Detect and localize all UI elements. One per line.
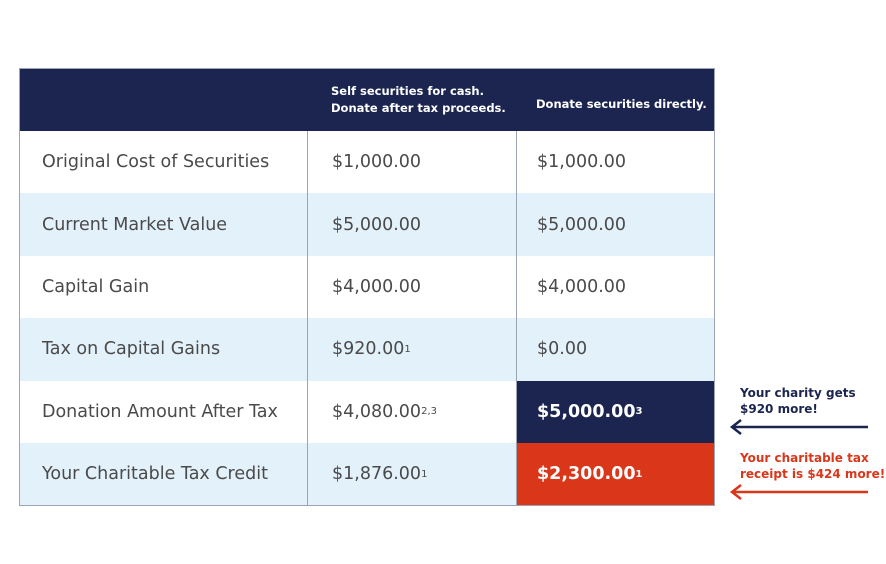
arrow — [729, 419, 868, 435]
table-row: Capital Gain $4,000.00 $4,000.00 — [20, 255, 714, 319]
value-text: $5,000.00 — [332, 214, 422, 235]
footnote-ref: 3 — [635, 406, 643, 418]
header-line: Self securities for cash. — [331, 84, 484, 98]
value-cell: $920.00 1 — [307, 318, 516, 381]
header-text: Self securities for cash. Donate after ta… — [331, 83, 506, 117]
annotation: Your charitable tax receipt is $424 more! — [740, 450, 885, 482]
value-text: $4,000.00 — [332, 276, 422, 297]
header-cell: Donate securities directly. — [516, 69, 714, 131]
annotation-line: $920 more! — [740, 402, 818, 416]
value-text: $0.00 — [537, 339, 588, 360]
comparison-table: Self securities for cash. Donate after ta… — [19, 68, 715, 507]
table-row: Your Charitable Tax Credit $1,876.00 1 $2,3… — [20, 442, 714, 506]
footnote-ref: 1 — [404, 343, 411, 355]
table-row: Original Cost of Securities $1,000.00 $1,0… — [20, 131, 714, 194]
value-text: $4,080.00 — [332, 401, 422, 422]
footnote-ref: 1 — [635, 468, 643, 480]
table-row: Current Market Value $5,000.00 $5,000.00 — [20, 193, 714, 256]
header-line: Donate after tax proceeds. — [331, 101, 506, 115]
value-cell: $4,000.00 — [516, 255, 714, 319]
value-text: $920.00 — [332, 339, 405, 360]
footnote-ref: 1 — [421, 468, 428, 480]
annotation-line: Your charitable tax — [740, 451, 869, 465]
row-label: Donation Amount After Tax — [42, 401, 278, 422]
footnote-ref: 2,3 — [421, 406, 437, 418]
value-cell: $0.00 — [516, 318, 714, 381]
value-text: $1,876.00 — [332, 464, 422, 485]
value-text: $5,000.00 — [537, 214, 627, 235]
row-label: Current Market Value — [42, 214, 228, 235]
value-text: $1,000.00 — [332, 152, 422, 173]
value-text: $2,300.00 — [537, 464, 636, 485]
value-text: $5,000.00 — [537, 401, 636, 422]
row-label: Your Charitable Tax Credit — [42, 464, 268, 485]
value-cell: $1,000.00 — [307, 131, 516, 194]
header-cell: Self securities for cash. Donate after ta… — [307, 69, 516, 131]
row-label: Capital Gain — [42, 276, 150, 297]
annotation: Your charity gets $920 more! — [740, 385, 856, 417]
value-text: $1,000.00 — [537, 152, 627, 173]
value-cell: $2,300.00 1 — [516, 442, 714, 506]
value-cell: $4,080.00 2,3 — [307, 380, 516, 443]
header-line: Donate securities directly. — [536, 97, 707, 111]
row-label: Original Cost of Securities — [42, 152, 270, 173]
value-cell: $1,000.00 — [516, 131, 714, 194]
table-row: Tax on Capital Gains $920.00 1 $0.00 — [20, 318, 714, 381]
value-text: $4,000.00 — [537, 276, 627, 297]
annotation-line: Your charity gets — [740, 386, 856, 400]
row-label: Tax on Capital Gains — [42, 339, 221, 360]
annotation-line: receipt is $424 more! — [740, 467, 886, 481]
value-cell: $5,000.00 3 — [516, 380, 714, 443]
header-text: Donate securities directly. — [536, 96, 707, 113]
arrow — [729, 484, 868, 500]
value-cell: $4,000.00 — [307, 255, 516, 319]
value-cell: $5,000.00 — [516, 193, 714, 256]
header-row: Self securities for cash. Donate after ta… — [20, 69, 714, 131]
value-cell: $5,000.00 — [307, 193, 516, 256]
value-cell: $1,876.00 1 — [307, 442, 516, 506]
table-row: Donation Amount After Tax $4,080.00 2,3 $5,… — [20, 380, 714, 443]
